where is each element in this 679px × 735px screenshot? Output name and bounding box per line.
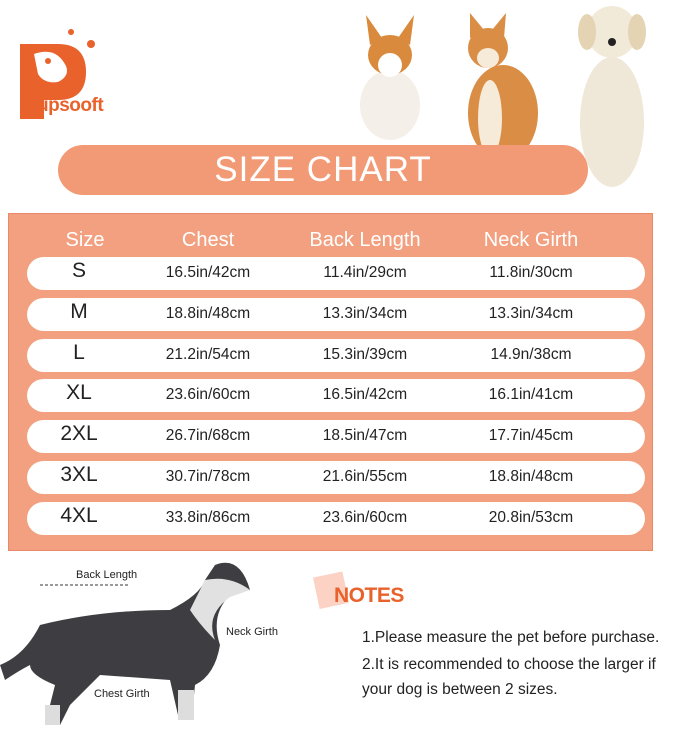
- chest-cell: 26.7in/68cm: [165, 427, 251, 445]
- neck-girth-cell: 16.1in/41cm: [488, 386, 574, 404]
- size-cell: XL: [66, 381, 92, 405]
- back-length-cell: 16.5in/42cm: [322, 386, 408, 404]
- header-size: Size: [65, 229, 105, 251]
- neck-girth-cell: 14.9n/38cm: [490, 345, 572, 363]
- chest-cell: 18.8in/48cm: [165, 304, 251, 322]
- table-row: 2XL 26.7in/68cm 18.5in/47cm 17.7in/45cm: [27, 420, 645, 454]
- neck-girth-cell: 11.8in/30cm: [489, 264, 573, 281]
- size-cell: 4XL: [60, 503, 98, 527]
- dog-measurement-diagram: [0, 562, 250, 725]
- header-back-length: Back Length: [309, 229, 421, 251]
- shiba-photo: [468, 13, 538, 161]
- note-1: 1.Please measure the pet before purchase…: [362, 629, 660, 646]
- back-length-cell: 18.5in/47cm: [322, 427, 408, 445]
- neck-girth-cell: 13.3in/34cm: [488, 304, 574, 322]
- back-length-cell: 21.6in/55cm: [322, 468, 408, 485]
- header-chest: Chest: [181, 229, 235, 251]
- labrador-photo: [578, 6, 646, 187]
- chest-cell: 30.7in/78cm: [165, 468, 251, 485]
- neck-girth-cell: 18.8in/48cm: [488, 468, 574, 485]
- corgi-photo: [360, 15, 420, 140]
- title-banner: [58, 145, 588, 195]
- neck-girth-label: Neck Girth: [226, 626, 278, 638]
- table-row: 4XL 33.8in/86cm 23.6in/60cm 20.8in/53cm: [27, 501, 645, 535]
- size-table: Size Chest Back Length Neck Girth S 16.5i…: [8, 213, 653, 551]
- table-row: 3XL 30.7in/78cm 21.6in/55cm 18.8in/48cm: [27, 461, 645, 494]
- size-cell: L: [73, 340, 85, 364]
- size-cell: 3XL: [60, 463, 98, 486]
- table-row: S 16.5in/42cm 11.4in/29cm 11.8in/30cm: [27, 257, 645, 290]
- note-2: 2.It is recommended to choose the larger…: [362, 656, 656, 673]
- table-row: XL 23.6in/60cm 16.5in/42cm 16.1in/41cm: [27, 379, 645, 413]
- back-length-cell: 11.4in/29cm: [323, 264, 407, 281]
- brand-name: upsooft: [37, 95, 104, 116]
- page-title: SIZE CHART: [214, 150, 432, 189]
- header-neck-girth: Neck Girth: [483, 229, 579, 251]
- chest-cell: 21.2in/54cm: [165, 345, 251, 363]
- size-cell: S: [71, 259, 87, 282]
- chest-cell: 16.5in/42cm: [165, 264, 251, 281]
- table-row: L 21.2in/54cm 15.3in/39cm 14.9n/38cm: [27, 338, 645, 372]
- notes-title: NOTES: [334, 584, 404, 607]
- size-cell: 2XL: [60, 422, 98, 446]
- chest-cell: 23.6in/60cm: [165, 386, 251, 404]
- chest-girth-label: Chest Girth: [94, 688, 150, 700]
- chest-cell: 33.8in/86cm: [165, 508, 251, 526]
- notepad-icon: [313, 571, 350, 609]
- back-length-cell: 13.3in/34cm: [322, 304, 408, 322]
- size-cell: M: [70, 299, 88, 323]
- table-row: M 18.8in/48cm 13.3in/34cm 13.3in/34cm: [27, 297, 645, 331]
- note-2-cont: your dog is between 2 sizes.: [362, 681, 558, 698]
- brand-logo: [20, 29, 95, 119]
- back-length-cell: 15.3in/39cm: [322, 345, 408, 363]
- neck-girth-cell: 20.8in/53cm: [488, 508, 574, 526]
- back-length-cell: 23.6in/60cm: [322, 508, 408, 526]
- back-length-label: Back Length: [76, 569, 138, 581]
- neck-girth-cell: 17.7in/45cm: [488, 427, 574, 445]
